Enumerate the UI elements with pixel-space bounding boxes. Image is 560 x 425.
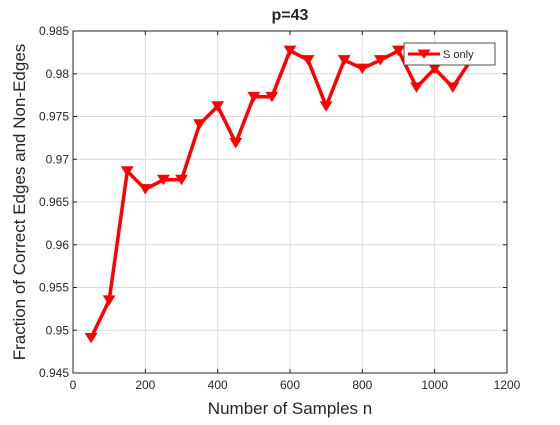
data-point-marker <box>374 55 387 66</box>
data-point-marker <box>392 45 405 57</box>
data-point-marker <box>301 55 315 66</box>
data-point-marker <box>337 55 351 66</box>
x-tick-label: 1200 <box>494 378 521 392</box>
y-tick-label: 0.95 <box>46 323 70 337</box>
data-point-marker <box>410 82 423 93</box>
x-tick-label: 400 <box>208 378 228 392</box>
series-line <box>89 48 473 339</box>
y-tick-label: 0.975 <box>39 110 69 124</box>
data-point-marker <box>120 166 134 177</box>
y-axis-label: Fraction of Correct Edges and Non-Edges <box>10 44 29 361</box>
data-point-marker <box>175 174 188 186</box>
legend-label: S only <box>443 49 474 61</box>
y-tick-label: 0.97 <box>46 152 70 166</box>
y-tick-label: 0.98 <box>46 67 70 81</box>
tick-labels: 0 200 400 600 800 1000 1200 0.945 0.95 0.955 0.96 0… <box>39 24 521 392</box>
legend-marker <box>417 49 431 59</box>
data-point-marker <box>446 82 460 93</box>
data-point-marker <box>84 332 98 344</box>
legend-box <box>403 42 496 66</box>
data-point-marker <box>157 174 170 186</box>
y-tick-label: 0.985 <box>39 24 69 38</box>
y-tick-label: 0.955 <box>39 281 69 295</box>
x-tick-label: 1000 <box>421 378 448 392</box>
x-tick-label: 0 <box>70 378 77 392</box>
data-point-marker <box>211 101 225 112</box>
series-layer <box>84 45 478 344</box>
y-tick-label: 0.945 <box>39 366 69 380</box>
data-point-marker <box>138 184 152 195</box>
data-point-marker <box>247 91 261 103</box>
x-tick-label: 800 <box>352 378 372 392</box>
data-point-marker <box>193 119 206 130</box>
data-point-marker <box>283 45 297 57</box>
y-tick-label: 0.965 <box>39 195 69 209</box>
grid-lines <box>73 31 507 373</box>
chart-title: p=43 <box>272 7 309 24</box>
ticks <box>72 30 508 374</box>
y-tick-label: 0.96 <box>46 238 70 252</box>
data-point-marker <box>319 101 333 112</box>
data-point-marker <box>102 295 116 306</box>
x-tick-label: 200 <box>135 378 155 392</box>
x-tick-label: 600 <box>280 378 300 392</box>
x-axis-label: Number of Samples n <box>208 399 372 418</box>
data-point-marker <box>355 63 369 75</box>
data-point-marker <box>229 138 243 149</box>
data-point-marker <box>265 91 279 103</box>
legend: S only <box>403 42 496 66</box>
